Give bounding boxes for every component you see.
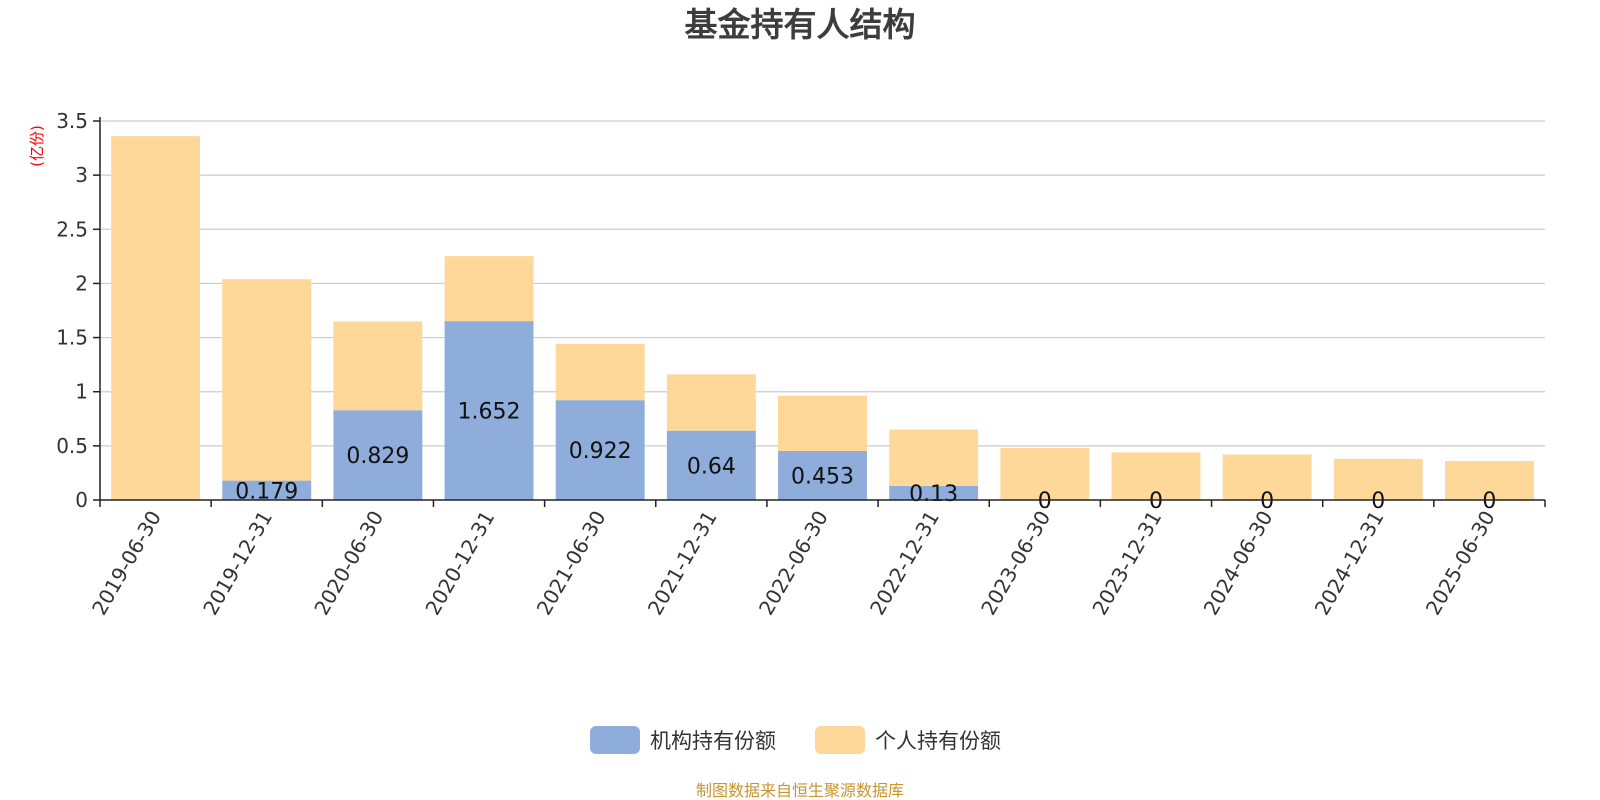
bar-individual bbox=[1333, 458, 1423, 500]
y-tick-label: 3 bbox=[75, 163, 88, 187]
y-tick-label: 3.5 bbox=[56, 109, 88, 133]
bar-institutional bbox=[333, 410, 423, 500]
x-tick-label: 2021-06-30 bbox=[532, 507, 611, 620]
legend[interactable]: 机构持有份额 个人持有份额 bbox=[590, 726, 1001, 754]
bar-institutional bbox=[555, 400, 645, 500]
chart-title: 基金持有人结构 bbox=[685, 5, 916, 44]
data-label: 0 bbox=[1260, 489, 1274, 514]
data-label: 0.13 bbox=[909, 482, 958, 507]
bar-individual bbox=[555, 343, 645, 401]
data-label: 0.922 bbox=[569, 439, 632, 464]
bar-individual bbox=[889, 429, 979, 486]
bar-institutional bbox=[444, 321, 534, 500]
y-tick-label: 0 bbox=[75, 488, 88, 512]
data-label: 0 bbox=[1038, 489, 1052, 514]
bar-institutional bbox=[778, 450, 867, 500]
bar-individual bbox=[1000, 448, 1090, 500]
bar-institutional bbox=[222, 480, 312, 500]
bar-individual bbox=[1444, 461, 1534, 500]
data-label: 1.652 bbox=[458, 400, 521, 425]
x-tick-label: 2021-12-31 bbox=[643, 507, 722, 620]
y-tick-label: 0.5 bbox=[56, 434, 88, 458]
bar-individual bbox=[666, 374, 756, 431]
data-label: 0.453 bbox=[791, 464, 854, 489]
y-tick-label: 1.5 bbox=[56, 326, 88, 350]
x-tick-label: 2025-06-30 bbox=[1421, 507, 1500, 620]
y-tick-label: 2 bbox=[75, 271, 88, 295]
legend-swatch[interactable] bbox=[815, 726, 865, 754]
x-tick-label: 2024-06-30 bbox=[1199, 507, 1278, 620]
data-label: 0 bbox=[1371, 489, 1385, 514]
x-tick-label: 2023-06-30 bbox=[976, 507, 1055, 620]
bar-individual bbox=[1111, 452, 1201, 500]
legend-label[interactable]: 机构持有份额 bbox=[650, 729, 776, 753]
legend-label[interactable]: 个人持有份额 bbox=[875, 729, 1001, 753]
x-tick-label: 2024-12-31 bbox=[1310, 507, 1389, 620]
y-unit-label: (亿份) bbox=[28, 125, 46, 167]
y-tick-label: 1 bbox=[75, 380, 88, 404]
x-tick-label: 2022-12-31 bbox=[865, 506, 944, 619]
bar-individual bbox=[333, 321, 423, 411]
x-tick-label: 2023-12-31 bbox=[1087, 507, 1166, 620]
bar-individual bbox=[444, 256, 534, 322]
x-tick-label: 2020-06-30 bbox=[309, 507, 388, 620]
bar-individual bbox=[778, 395, 867, 451]
x-tick-label: 2019-12-31 bbox=[198, 507, 277, 620]
data-label: 0.829 bbox=[346, 444, 409, 469]
x-tick-label: 2020-12-31 bbox=[420, 507, 499, 620]
bar-institutional bbox=[666, 430, 756, 500]
bar-individual bbox=[111, 136, 201, 500]
data-label: 0.64 bbox=[687, 454, 736, 479]
legend-swatch[interactable] bbox=[590, 726, 640, 754]
x-tick-label: 2019-06-30 bbox=[87, 507, 166, 620]
bar-individual bbox=[222, 279, 312, 481]
bars bbox=[111, 136, 1534, 500]
bar-individual bbox=[1222, 454, 1312, 500]
bar-institutional bbox=[889, 485, 979, 500]
data-label: 0 bbox=[1149, 489, 1163, 514]
source-note: 制图数据来自恒生聚源数据库 bbox=[696, 781, 904, 800]
x-tick-label: 2022-06-30 bbox=[754, 507, 833, 620]
y-tick-label: 2.5 bbox=[56, 217, 88, 241]
data-label: 0 bbox=[1482, 489, 1496, 514]
